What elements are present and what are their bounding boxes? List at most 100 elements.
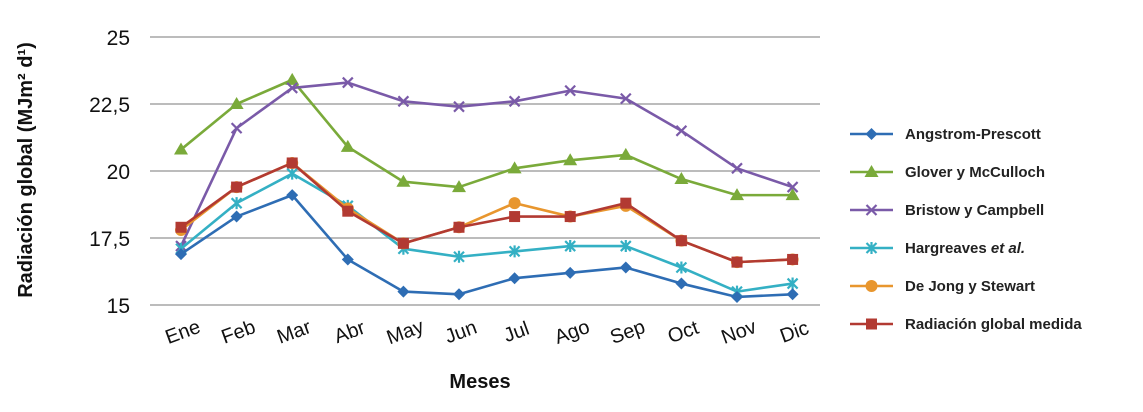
data-point: [229, 97, 244, 109]
data-point: [675, 261, 688, 274]
data-point: [865, 280, 878, 292]
x-tick-label: Mar: [274, 316, 314, 349]
x-tick-label: Dic: [777, 317, 812, 348]
x-tick-label: May: [384, 316, 427, 350]
legend-label: Hargreaves et al.: [905, 240, 1025, 257]
data-point: [286, 82, 298, 94]
y-axis-ticks: 15 17,5 20 22,5 25: [89, 27, 130, 318]
legend-label: Radiación global medida: [905, 316, 1082, 333]
data-point: [342, 76, 354, 89]
data-point: [341, 253, 354, 266]
series-radiaci-n-global-medida: [175, 157, 799, 268]
data-point: [564, 240, 576, 253]
data-point: [731, 162, 743, 175]
data-point: [453, 221, 465, 233]
data-point: [785, 188, 800, 201]
data-point: [731, 290, 743, 303]
data-point: [286, 189, 299, 202]
data-point: [397, 237, 409, 249]
data-point: [675, 235, 687, 247]
series-line: [179, 81, 794, 247]
legend-label: Angstrom-Prescott: [905, 126, 1041, 143]
y-tick-label: 15: [107, 295, 130, 318]
data-point: [865, 204, 878, 216]
data-point: [620, 92, 632, 105]
data-point: [564, 211, 576, 223]
data-point: [675, 277, 688, 290]
data-point: [675, 125, 688, 137]
data-point: [340, 139, 355, 152]
series-line: [180, 161, 793, 264]
data-point: [453, 250, 465, 263]
legend-item: Hargreaves et al.: [850, 240, 1025, 257]
data-point: [619, 261, 632, 274]
series-group: [174, 72, 800, 303]
x-tick-label: Feb: [219, 316, 259, 348]
data-point: [396, 174, 411, 187]
legend-item: Radiación global medida: [850, 316, 1082, 333]
data-point: [865, 128, 878, 140]
legend-label: De Jong y Stewart: [905, 278, 1035, 295]
data-point: [786, 181, 799, 193]
data-point: [507, 161, 522, 174]
series-line: [180, 193, 793, 299]
y-tick-label: 25: [107, 27, 130, 50]
legend: Angstrom-Prescott Glover y McCulloch Brist…: [850, 126, 1082, 333]
data-point: [563, 153, 578, 166]
x-tick-label: Sep: [607, 316, 648, 349]
legend-label: Glover y McCulloch: [905, 164, 1045, 181]
x-tick-label: Abr: [331, 317, 368, 348]
y-tick-label: 17,5: [89, 228, 130, 251]
x-tick-label: Nov: [718, 316, 759, 349]
data-point: [174, 142, 188, 155]
data-point: [865, 242, 878, 254]
data-point: [508, 95, 521, 108]
data-point: [453, 288, 465, 301]
data-point: [787, 253, 799, 265]
data-point: [231, 181, 243, 193]
series-line: [180, 78, 793, 197]
legend-item: Bristow y Campbell: [850, 202, 1044, 219]
data-point: [786, 277, 799, 290]
data-point: [453, 100, 465, 113]
data-point: [175, 221, 187, 233]
gridlines: [150, 36, 820, 306]
legend-item: Glover y McCulloch: [850, 164, 1045, 181]
data-point: [508, 245, 521, 258]
data-point: [730, 188, 744, 201]
data-point: [564, 84, 576, 97]
data-point: [286, 157, 298, 169]
x-axis-ticks: Ene Feb Mar Abr May Jun Jul Ago Sep Oct Nov Dic: [162, 316, 811, 350]
data-point: [620, 197, 632, 209]
data-point: [230, 210, 243, 223]
y-tick-label: 20: [107, 161, 130, 184]
data-point: [452, 180, 466, 193]
data-point: [508, 272, 521, 285]
legend-label: Bristow y Campbell: [905, 202, 1044, 219]
data-point: [731, 256, 743, 268]
data-point: [618, 147, 633, 160]
x-tick-label: Jun: [442, 317, 480, 349]
legend-item: Angstrom-Prescott: [850, 126, 1041, 143]
data-point: [866, 318, 877, 330]
x-tick-label: Oct: [665, 317, 702, 348]
series-hargreaves-et-al: [175, 167, 799, 298]
series-angstrom-prescott: [175, 189, 799, 303]
data-point: [397, 95, 410, 108]
data-point: [786, 288, 799, 301]
data-point: [230, 197, 243, 210]
data-point: [397, 285, 410, 298]
data-point: [509, 211, 521, 223]
data-point: [342, 205, 354, 217]
x-tick-label: Ene: [162, 316, 203, 349]
y-axis-title: Radiación global (MJm² d¹): [15, 42, 37, 298]
series-line: [180, 172, 793, 293]
legend-item: De Jong y Stewart: [850, 278, 1035, 295]
data-point: [175, 248, 187, 261]
data-point: [230, 122, 243, 134]
series-glover-y-mcculloch: [174, 72, 800, 201]
data-point: [508, 197, 521, 210]
y-tick-label: 22,5: [89, 94, 130, 117]
x-tick-label: Jul: [501, 318, 533, 347]
data-point: [285, 72, 300, 85]
